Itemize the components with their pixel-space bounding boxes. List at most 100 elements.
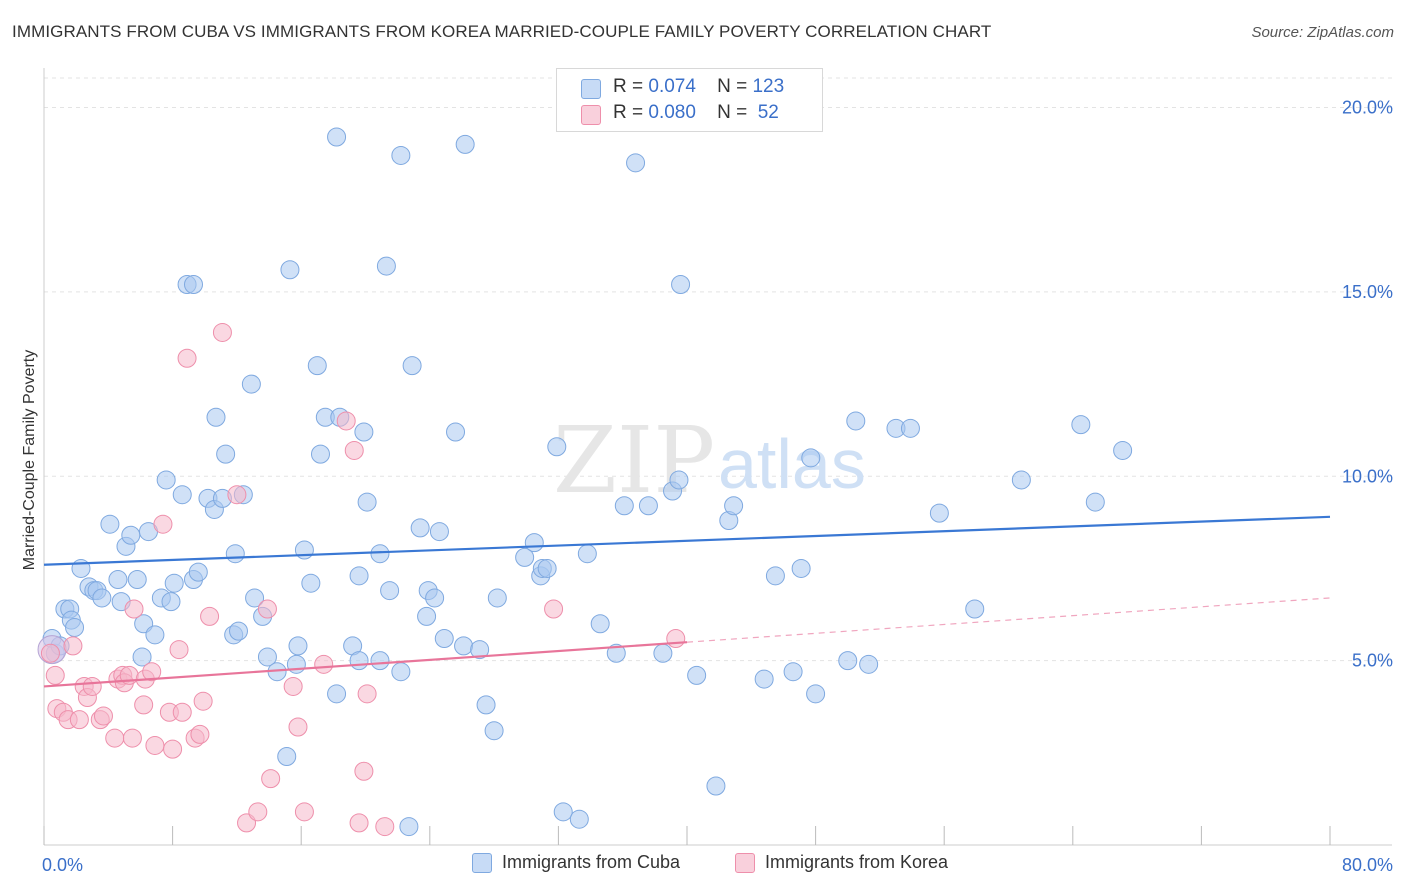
point-cuba: [783, 662, 803, 682]
point-korea: [172, 702, 192, 722]
point-korea: [40, 643, 60, 663]
point-korea: [354, 761, 374, 781]
point-cuba: [791, 558, 811, 578]
point-korea: [105, 728, 125, 748]
watermark-zip: ZIP: [553, 407, 715, 514]
point-korea: [69, 710, 89, 730]
legend-n-value-cuba: 123: [752, 76, 785, 97]
point-cuba: [127, 570, 147, 589]
point-cuba: [349, 566, 369, 586]
point-cuba: [626, 153, 646, 173]
point-cuba: [638, 496, 658, 516]
legend-n-value-korea: 52: [757, 102, 779, 123]
point-cuba: [257, 647, 277, 667]
point-cuba: [454, 636, 474, 656]
point-cuba: [225, 544, 245, 564]
point-cuba: [286, 654, 306, 674]
point-korea: [257, 599, 277, 619]
point-cuba: [429, 522, 449, 542]
point-korea: [122, 728, 142, 748]
point-cuba: [537, 558, 557, 578]
y-tick-label: 15.0%: [1342, 282, 1393, 302]
point-korea: [212, 322, 232, 342]
point-cuba: [859, 654, 879, 674]
point-cuba: [354, 422, 374, 442]
point-cuba: [417, 606, 437, 626]
point-cuba: [310, 444, 330, 464]
y-tick-label: 5.0%: [1352, 651, 1393, 671]
point-cuba: [216, 444, 236, 464]
point-cuba: [606, 643, 626, 663]
legend-r-value-korea: 0.080: [648, 102, 696, 123]
point-korea: [153, 514, 173, 534]
point-korea: [544, 599, 564, 619]
point-korea: [45, 665, 65, 685]
point-cuba: [172, 485, 192, 505]
tick-labels: 5.0% 10.0% 15.0% 20.0% 0.0% 80.0%: [42, 98, 1393, 876]
legend-r-label: R =: [613, 102, 644, 123]
point-cuba: [547, 437, 567, 457]
point-cuba: [399, 817, 419, 837]
point-korea: [177, 348, 197, 368]
correlation-legend: R = 0.074 N = 123 R = 0.080 N = 52: [556, 68, 823, 132]
trend-line-cuba: [43, 515, 1331, 566]
point-korea: [666, 629, 686, 648]
point-cuba: [446, 422, 466, 442]
point-korea: [63, 636, 83, 656]
y-tick-label: 10.0%: [1342, 466, 1393, 486]
point-cuba: [614, 496, 634, 516]
point-korea: [248, 802, 268, 822]
point-cuba: [484, 721, 504, 741]
point-cuba: [145, 625, 165, 645]
point-cuba: [724, 496, 744, 516]
series-cuba: [37, 127, 1133, 837]
watermark: ZIP atlas: [553, 407, 866, 514]
point-korea: [145, 735, 165, 755]
point-korea: [190, 724, 210, 744]
trend-lines: [43, 515, 1331, 688]
point-cuba: [100, 514, 120, 534]
point-cuba: [838, 651, 858, 671]
point-cuba: [487, 588, 507, 608]
point-cuba: [1011, 470, 1031, 490]
point-cuba: [241, 374, 261, 394]
point-cuba: [229, 621, 249, 641]
point-korea: [288, 717, 308, 737]
point-cuba: [425, 588, 445, 608]
point-cuba: [245, 588, 265, 608]
point-cuba: [391, 662, 411, 682]
point-korea: [349, 813, 369, 833]
point-korea: [227, 485, 247, 505]
x-tick-label: 80.0%: [1342, 855, 1393, 875]
x-tick-label: 0.0%: [42, 855, 83, 875]
point-cuba: [569, 809, 589, 829]
bottom-legend-swatch-korea: [735, 853, 755, 873]
legend-n-label: N =: [717, 102, 748, 123]
point-cuba: [590, 614, 610, 634]
point-cuba: [1085, 492, 1105, 512]
point-cuba: [161, 592, 181, 612]
point-cuba: [1071, 415, 1091, 435]
point-cuba: [380, 581, 400, 601]
y-axis-label: Married-Couple Family Poverty: [21, 349, 38, 571]
point-cuba: [288, 636, 308, 656]
point-korea: [357, 684, 377, 704]
chart-title: IMMIGRANTS FROM CUBA VS IMMIGRANTS FROM …: [12, 22, 992, 41]
point-korea: [169, 640, 189, 660]
point-cuba: [669, 470, 689, 490]
point-cuba: [370, 544, 390, 564]
point-cuba: [188, 562, 208, 582]
point-cuba: [1113, 440, 1133, 460]
point-cuba: [121, 525, 141, 545]
bottom-legend-swatch-cuba: [472, 853, 492, 873]
point-cuba: [806, 684, 826, 704]
bottom-legend-label-korea: Immigrants from Korea: [765, 852, 949, 872]
point-korea: [314, 654, 334, 674]
legend-swatch-cuba: [581, 79, 601, 99]
point-korea: [294, 802, 314, 822]
point-cuba: [307, 356, 327, 376]
point-cuba: [434, 629, 454, 648]
point-cuba: [653, 643, 673, 663]
point-cuba: [402, 356, 422, 376]
